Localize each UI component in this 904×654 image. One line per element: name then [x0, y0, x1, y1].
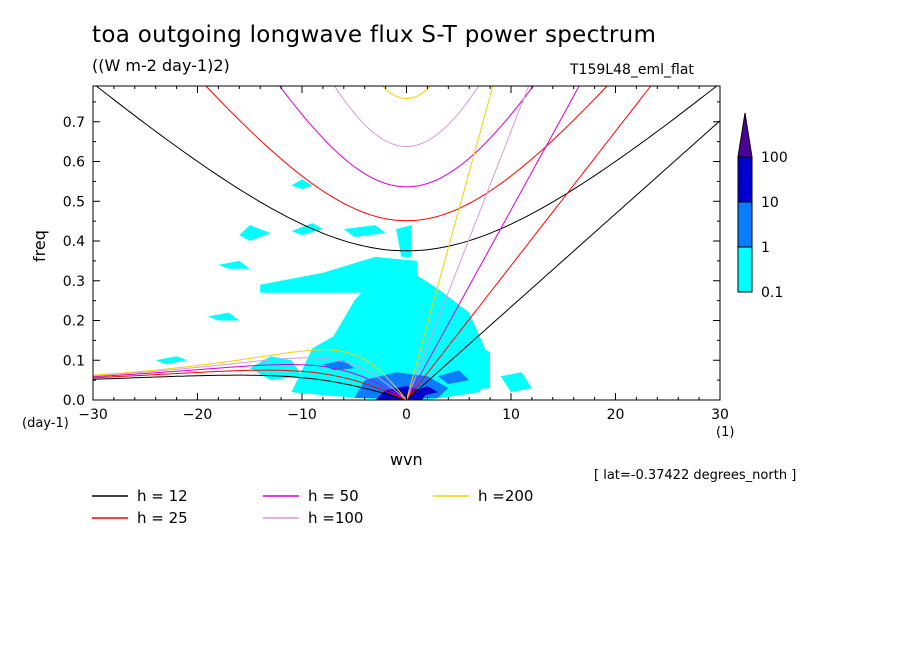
colorbar-label: 1 — [761, 240, 770, 256]
colorbar-swatch-2 — [737, 246, 753, 293]
y-tick-label: 0.0 — [63, 393, 85, 409]
power-region-10 — [207, 312, 240, 321]
kelvin-curve-h200 — [406, 86, 494, 400]
x-tick-label: −10 — [287, 407, 317, 423]
inertia-gravity-curve-h50 — [279, 86, 534, 188]
inertia-gravity-curve-h100 — [333, 86, 480, 148]
colorbar-extend-triangle — [737, 112, 753, 158]
colorbar-swatch-1 — [737, 201, 753, 248]
y-tick-label: 0.4 — [63, 234, 85, 250]
rossby-curve-h50 — [93, 364, 407, 400]
colorbar-label: 0.1 — [761, 285, 783, 301]
chart-title: toa outgoing longwave flux S-T power spe… — [92, 22, 657, 48]
rossby-curve-h12 — [93, 374, 407, 400]
colorbar-label: 10 — [761, 195, 779, 211]
latitude-annotation: [ lat=-0.37422 degrees_north ] — [594, 468, 797, 483]
x-tick-label: 20 — [607, 407, 625, 423]
power-region-9 — [218, 260, 250, 269]
inertia-gravity-curve-h12 — [95, 86, 718, 252]
chart-units: ((W m-2 day-1)2) — [92, 56, 230, 75]
power-region-7 — [291, 179, 313, 190]
legend-label: h = 25 — [137, 509, 188, 527]
colorbar-swatch-0 — [737, 156, 753, 203]
legend-label: h =100 — [308, 509, 363, 527]
x-tick-label: 10 — [502, 407, 520, 423]
x-axis-label: wvn — [390, 450, 423, 469]
legend-label: h = 50 — [308, 487, 359, 505]
kelvin-curve-h100 — [406, 86, 530, 400]
x-axis-unit: (1) — [716, 425, 735, 440]
rossby-curve-h25 — [93, 369, 407, 400]
power-region-1 — [249, 356, 302, 381]
inertia-gravity-curve-h25 — [205, 86, 608, 222]
y-tick-label: 0.7 — [63, 115, 85, 131]
kelvin-curve-h12 — [406, 120, 720, 400]
colorbar-label: 100 — [761, 150, 788, 166]
power-region-4 — [291, 223, 323, 236]
kelvin-curve-h25 — [406, 86, 652, 400]
power-region-6 — [396, 225, 412, 257]
axes-ticks: −30 −20 −10 0 10 20 30 0.0 0.1 0.2 0.3 0.4 0.5 0.6 0.7 — [63, 86, 729, 423]
y-tick-label: 0.6 — [63, 155, 85, 171]
power-region-17 — [411, 386, 438, 396]
model-label: T159L48_eml_flat — [570, 62, 694, 78]
y-tick-label: 0.5 — [63, 194, 85, 210]
x-tick-label: −20 — [183, 407, 213, 423]
x-tick-label: 0 — [402, 407, 411, 423]
kelvin-curve-h50 — [406, 86, 580, 400]
dispersion-curves — [93, 86, 720, 400]
y-tick-label: 0.3 — [63, 274, 85, 290]
y-axis-unit: (day-1) — [22, 416, 69, 431]
x-tick-label: −30 — [78, 407, 108, 423]
y-tick-label: 0.2 — [63, 314, 85, 330]
power-region-2 — [260, 256, 417, 293]
legend-label: h = 12 — [137, 487, 188, 505]
y-tick-label: 0.1 — [63, 353, 85, 369]
colorbar: 100 10 1 0.1 — [737, 112, 788, 301]
rossby-curve-h200 — [93, 349, 407, 400]
power-region-12 — [500, 372, 532, 393]
inertia-gravity-curve-h200 — [381, 86, 432, 100]
power-region-8 — [155, 356, 188, 365]
power-region-15 — [437, 370, 470, 385]
legend-label: h =200 — [478, 487, 533, 505]
power-shading — [155, 179, 532, 400]
power-region-5 — [343, 225, 386, 237]
legend: h = 12 h = 25 h = 50 h =100 h =200 — [92, 487, 533, 527]
x-tick-label: 30 — [711, 407, 729, 423]
power-region-3 — [239, 225, 271, 241]
rossby-curve-h100 — [93, 357, 407, 400]
